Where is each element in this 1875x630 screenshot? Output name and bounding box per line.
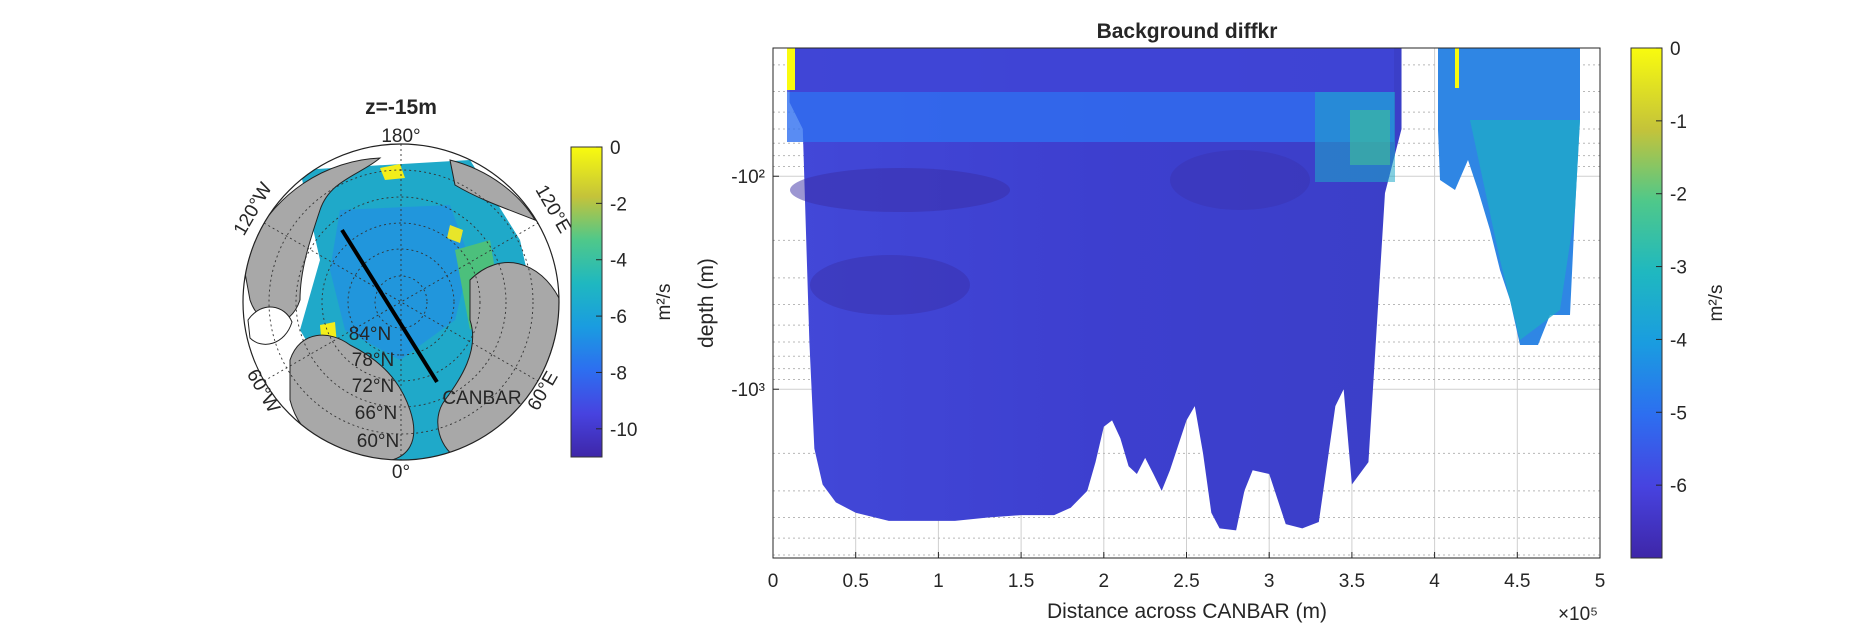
section-colorbar-label: m²/s: [1706, 285, 1727, 322]
x-ticks: 0 0.5 1 1.5 2 2.5 3 3.5 4 4.5 5: [768, 552, 1606, 592]
x-tick-label: 2: [1099, 571, 1110, 592]
lat-label-84n: 84°N: [349, 324, 391, 345]
lat-label-60n: 60°N: [357, 431, 399, 452]
map-frame: [242, 143, 560, 461]
polar-colorbar-tick-label: -4: [610, 251, 627, 272]
y-tick-label: -10²: [731, 167, 765, 188]
x-tick-label: 4.5: [1504, 571, 1530, 592]
y-axis-label: depth (m): [695, 258, 718, 348]
lat-label-66n: 66°N: [355, 403, 397, 424]
section-line: [340, 228, 439, 384]
section-colorbar-tick-label: -2: [1670, 185, 1687, 206]
x-tick-label: 2.5: [1173, 571, 1199, 592]
lon-label-0: 0°: [392, 462, 410, 483]
x-tick-label: 5: [1595, 571, 1606, 592]
section-line-label: CANBAR: [442, 388, 521, 409]
lat-label-78n: 78°N: [352, 350, 394, 371]
polar-colorbar-label: m²/s: [654, 284, 675, 321]
section-plot: Background diffkr: [695, 20, 1727, 625]
polar-map-title: z=-15m: [365, 96, 437, 119]
section-colorbar-tick-label: 0: [1670, 39, 1681, 60]
polar-colorbar-tick-label: 0: [610, 138, 621, 159]
x-tick-label: 1.5: [1008, 571, 1034, 592]
y-ticks: -10² -10³: [731, 167, 779, 401]
x-tick-label: 4: [1429, 571, 1440, 592]
x-tick-label: 0.5: [842, 571, 868, 592]
polar-colorbar-tick-label: -6: [610, 307, 627, 328]
polar-colorbar-tick-label: -2: [610, 194, 627, 215]
polar-colorbar-tick-label: -8: [610, 363, 627, 384]
section-title: Background diffkr: [1097, 20, 1278, 43]
section-colorbar-tick-label: -5: [1670, 403, 1687, 424]
diffkr-field: [789, 48, 1402, 531]
section-colorbar-tick-label: -3: [1670, 258, 1687, 279]
polar-colorbar-tick-label: -10: [610, 420, 637, 441]
x-tick-label: 0: [768, 571, 779, 592]
section-colorbar-tick-label: -4: [1670, 330, 1687, 351]
y-tick-label: -10³: [731, 380, 765, 401]
section-colorbar: 0 -1 -2 -3 -4 -5 -6 m²/s: [1630, 39, 1727, 559]
ocean-core: [330, 205, 470, 360]
x-tick-label: 1: [933, 571, 944, 592]
polar-colorbar: 0 -2 -4 -6 -8 -10 m²/s: [570, 138, 675, 458]
x-exponent: ×10⁵: [1558, 604, 1598, 625]
x-tick-label: 3.5: [1339, 571, 1365, 592]
lat-label-72n: 72°N: [352, 376, 394, 397]
polar-map: z=-15m: [230, 96, 675, 483]
section-colorbar-tick-label: -1: [1670, 112, 1687, 133]
section-colorbar-tick-label: -6: [1670, 476, 1687, 497]
x-axis-label: Distance across CANBAR (m): [1047, 600, 1327, 623]
lon-label-180: 180°: [381, 126, 420, 147]
x-tick-label: 3: [1264, 571, 1275, 592]
